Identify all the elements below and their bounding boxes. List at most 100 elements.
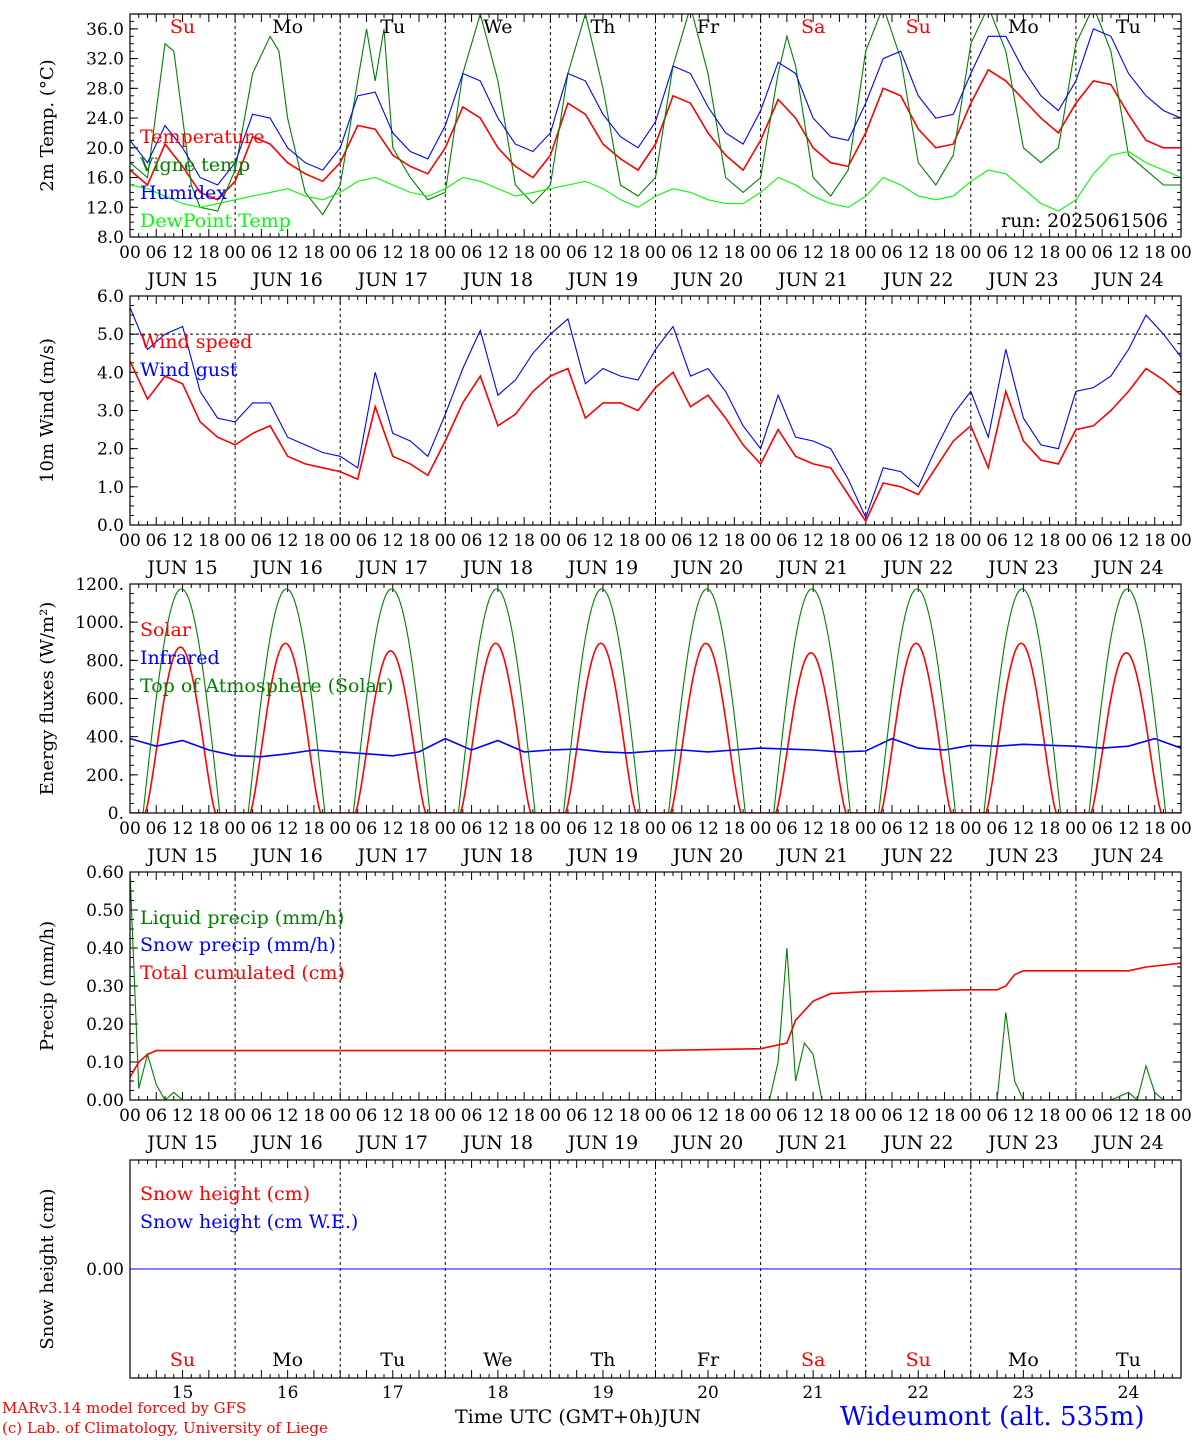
hour-tick-label: 06	[461, 819, 483, 839]
hour-tick-label: 18	[198, 243, 220, 263]
series-line-dewpoint-temp	[130, 150, 1181, 212]
hour-tick-label: 18	[513, 819, 535, 839]
hour-tick-label: 00	[540, 243, 562, 263]
hour-tick-label: 06	[566, 243, 588, 263]
y-tick-label: 400.	[86, 728, 124, 748]
day-of-week-label: Su	[906, 16, 931, 38]
date-label: JUN 18	[461, 269, 533, 291]
hour-tick-label: 06	[356, 531, 378, 551]
y-tick-label: 0.00	[86, 1260, 124, 1280]
hour-tick-label: 06	[145, 243, 167, 263]
y-tick-label: 20.0	[86, 139, 124, 159]
day-of-week-label: Fr	[697, 16, 720, 38]
hour-tick-label: 00	[329, 1106, 351, 1126]
date-label: JUN 17	[356, 1132, 428, 1154]
legend-snow-height-cm: Snow height (cm)	[140, 1183, 310, 1205]
hour-tick-label: 12	[592, 1106, 614, 1126]
hour-tick-label: 00	[960, 1106, 982, 1126]
hour-tick-label: 12	[1118, 243, 1140, 263]
hour-tick-label: 06	[356, 819, 378, 839]
y-axis-title: Snow height (cm)	[37, 1188, 58, 1349]
hour-tick-label: 18	[724, 243, 746, 263]
hour-tick-label: 00	[1170, 1106, 1192, 1126]
legend-wind-gust: Wind gust	[140, 359, 238, 381]
y-tick-label: 1.0	[97, 478, 124, 498]
date-label: JUN 19	[566, 1132, 638, 1154]
legend-total-cumulated-cm: Total cumulated (cm)	[140, 962, 345, 984]
day-number-label: 16	[277, 1383, 299, 1403]
date-label: JUN 18	[461, 1132, 533, 1154]
hour-tick-label: 12	[487, 1106, 509, 1126]
hour-tick-label: 18	[934, 531, 956, 551]
y-tick-label: 0.50	[86, 901, 124, 921]
hour-tick-label: 00	[855, 1106, 877, 1126]
hour-tick-label: 18	[829, 243, 851, 263]
hour-tick-label: 06	[776, 1106, 798, 1126]
x-axis-title: Time UTC (GMT+0h)JUN	[455, 1406, 701, 1428]
date-label: JUN 15	[145, 557, 217, 579]
hour-tick-label: 18	[408, 819, 430, 839]
hour-tick-label: 18	[408, 1106, 430, 1126]
hour-tick-label: 12	[802, 531, 824, 551]
date-label: JUN 19	[566, 845, 638, 867]
series-line-humidex	[130, 28, 1181, 186]
date-label: JUN 24	[1091, 269, 1163, 291]
day-of-week-label: Su	[170, 16, 195, 38]
hour-tick-label: 06	[1091, 243, 1113, 263]
hour-tick-label: 12	[487, 531, 509, 551]
hour-tick-label: 12	[487, 819, 509, 839]
hour-tick-label: 18	[829, 1106, 851, 1126]
x-axis-label: Time UTC (GMT+0h)	[455, 1406, 661, 1428]
panel-4: 0.00 0.10 0.20 0.30 0.40 0.50 0.60 Precip (mm/h…	[37, 863, 1182, 1111]
hour-tick-label: 12	[382, 531, 404, 551]
hour-tick-label: 12	[907, 243, 929, 263]
day-of-week-label: Th	[590, 16, 615, 38]
date-label: JUN 15	[145, 269, 217, 291]
hour-tick-label: 12	[172, 819, 194, 839]
hour-tick-label: 18	[1144, 1106, 1166, 1126]
hour-tick-label: 18	[198, 1106, 220, 1126]
date-label: JUN 16	[250, 845, 322, 867]
hour-tick-label: 12	[277, 1106, 299, 1126]
hour-tick-label: 00	[434, 531, 456, 551]
date-label: JUN 20	[671, 1132, 743, 1154]
hour-tick-label: 18	[618, 243, 640, 263]
series-line-wind-gust	[130, 307, 1181, 519]
hour-tick-label: 06	[671, 243, 693, 263]
hour-tick-label: 18	[513, 243, 535, 263]
panel-2: 0.0 1.0 2.0 3.0 4.0 5.0 6.0 10m Wind (m/s) Wind …	[37, 287, 1182, 536]
date-label: JUN 21	[776, 269, 848, 291]
legend-solar: Solar	[140, 619, 192, 641]
hour-tick-label: 06	[671, 819, 693, 839]
hour-tick-label: 06	[986, 819, 1008, 839]
hour-tick-label: 12	[592, 243, 614, 263]
hour-tick-label: 06	[776, 243, 798, 263]
hour-tick-label: 00	[1170, 819, 1192, 839]
legend-humidex: Humidex	[140, 182, 227, 204]
hour-tick-label: 12	[382, 819, 404, 839]
y-tick-label: 5.0	[97, 325, 124, 345]
y-axis-title: Energy fluxes (W/m²)	[37, 602, 58, 796]
hour-tick-label: 00	[434, 819, 456, 839]
hour-tick-label: 12	[1118, 819, 1140, 839]
hour-tick-label: 12	[277, 531, 299, 551]
y-tick-label: 6.0	[97, 287, 124, 307]
date-label: JUN 21	[776, 1132, 848, 1154]
y-tick-label: 12.0	[86, 198, 124, 218]
y-tick-label: 1200.	[75, 575, 124, 595]
day-number-label: 19	[592, 1383, 614, 1403]
hour-tick-label: 06	[251, 1106, 273, 1126]
day-number-label: 15	[172, 1383, 194, 1403]
day-of-week-label: Tu	[1116, 1349, 1141, 1371]
day-number-label: 22	[907, 1383, 929, 1403]
date-label: JUN 22	[881, 269, 953, 291]
hour-tick-label: 06	[881, 531, 903, 551]
day-number-label: 23	[1013, 1383, 1035, 1403]
hour-tick-label: 00	[1065, 243, 1087, 263]
date-label: JUN 17	[356, 557, 428, 579]
date-label: JUN 18	[461, 557, 533, 579]
